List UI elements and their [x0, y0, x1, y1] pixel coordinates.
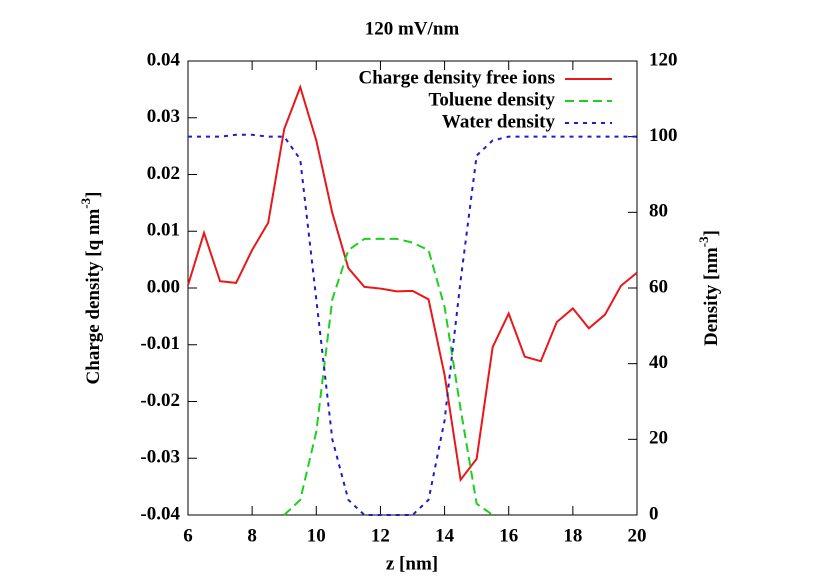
y-label-sup: -3 [78, 197, 93, 208]
y-tick-label: 0.02 [147, 163, 180, 184]
y2-tick-label: 120 [649, 49, 678, 70]
y2-label-end: ] [701, 230, 722, 236]
y-tick-label: 0.01 [147, 220, 180, 241]
x-tick-label: 18 [563, 525, 582, 546]
y2-label-sup: -3 [696, 236, 711, 247]
y-tick-label: -0.04 [140, 503, 180, 524]
y-axis-label: Charge density [q nm-3] [78, 192, 104, 385]
x-tick-label: 8 [247, 525, 257, 546]
x-tick-label: 10 [307, 525, 326, 546]
y2-tick-label: 80 [649, 201, 668, 222]
y2-tick-label: 0 [649, 503, 659, 524]
y-label-end: ] [83, 192, 104, 198]
chart-title: 120 mV/nm [365, 18, 460, 39]
y2-label-text: Density [nm [701, 247, 722, 346]
y2-tick-label: 40 [649, 352, 668, 373]
plot-frame [187, 60, 638, 516]
y2-tick-label: 100 [649, 125, 678, 146]
y-tick-label: -0.02 [140, 390, 180, 411]
legend-label: Charge density free ions [359, 67, 556, 88]
x-axis-label: z [nm] [386, 553, 438, 574]
x-tick-label: 6 [183, 525, 193, 546]
y-tick-label: -0.01 [140, 333, 180, 354]
y-tick-label: 0.04 [147, 49, 181, 70]
y2-axis-label: Density [nm-3] [696, 230, 722, 346]
x-tick-label: 20 [628, 525, 647, 546]
y2-tick-label: 20 [649, 428, 668, 449]
series-line [187, 84, 638, 483]
series-line [283, 237, 494, 516]
y2-tick-label: 60 [649, 276, 668, 297]
legend-label: Toluene density [428, 89, 555, 110]
legend-label: Water density [442, 111, 556, 132]
y-tick-label: 0.00 [147, 276, 180, 297]
x-tick-label: 12 [371, 525, 390, 546]
y-tick-label: 0.03 [147, 106, 180, 127]
x-tick-label: 16 [499, 525, 518, 546]
x-tick-label: 14 [435, 525, 455, 546]
y-tick-label: -0.03 [140, 447, 180, 468]
series-line [188, 133, 637, 516]
y-label-text: Charge density [q nm [83, 209, 104, 385]
